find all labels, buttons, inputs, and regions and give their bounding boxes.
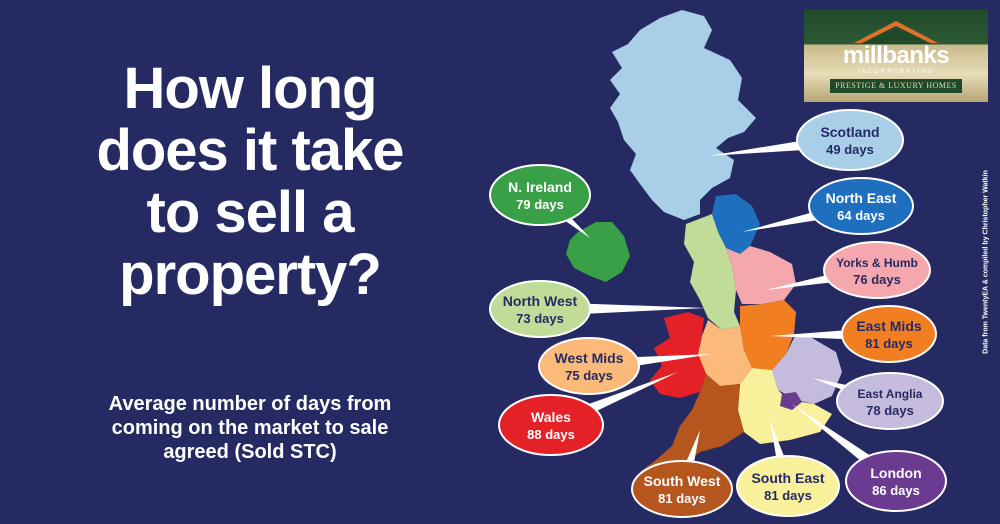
subtitle: Average number of days from coming on th… — [70, 392, 430, 464]
bubble-west-mids: West Mids 75 days — [538, 337, 640, 395]
bubble-scotland: Scotland 49 days — [796, 109, 904, 171]
region-wales — [650, 312, 706, 398]
region-days: 75 days — [565, 368, 613, 383]
bubble-wales: Wales 88 days — [498, 394, 604, 456]
bubble-east-mids: East Mids 81 days — [841, 305, 937, 363]
region-name: East Anglia — [858, 387, 923, 401]
bubble-yorks-humb: Yorks & Humb 76 days — [823, 241, 931, 299]
region-days: 78 days — [866, 403, 914, 418]
logo-incorporating: INCORPORATING — [857, 69, 935, 75]
bubble-shape — [823, 241, 931, 299]
bubble-shape — [736, 455, 840, 517]
bubble-south-east: South East 81 days — [736, 455, 840, 517]
bubble-london: London 86 days — [845, 450, 947, 512]
region-name: N. Ireland — [508, 179, 572, 195]
bubble-east-anglia: East Anglia 78 days — [836, 372, 944, 430]
logo-brand: millbanks — [842, 42, 950, 69]
logo-tagline: PRESTIGE & LUXURY HOMES — [830, 79, 962, 93]
region-days: 81 days — [865, 336, 913, 351]
region-name: East Mids — [856, 318, 922, 334]
bubble-shape — [808, 177, 914, 235]
bubble-shape — [489, 280, 591, 338]
bubble-north-east: North East 64 days — [808, 177, 914, 235]
region-scotland — [610, 10, 756, 220]
bubble-south-west: South West 81 days — [631, 460, 733, 518]
millbanks-logo: millbanks INCORPORATING PRESTIGE & LUXUR… — [804, 9, 988, 102]
region-days: 81 days — [764, 488, 812, 503]
region-london — [780, 392, 802, 410]
subtitle-line: Average number of days from — [108, 393, 392, 415]
region-days: 79 days — [516, 197, 564, 212]
region-name: North East — [826, 190, 897, 206]
region-name: Yorks & Humb — [836, 256, 918, 270]
region-days: 88 days — [527, 427, 575, 442]
region-name: North West — [503, 293, 578, 309]
region-n-ireland — [566, 222, 630, 282]
bubble-shape — [489, 164, 591, 226]
region-days: 76 days — [853, 272, 901, 287]
region-name: Wales — [531, 409, 571, 425]
headline: How long does it take to sell a property… — [40, 58, 460, 306]
region-north-east — [712, 194, 760, 254]
region-east-anglia — [772, 334, 842, 404]
region-days: 86 days — [872, 483, 920, 498]
subtitle-line: coming on the market to sale — [111, 417, 389, 439]
region-south-east — [738, 368, 832, 444]
region-bubbles: Scotland 49 days North East 64 days Yorks & … — [489, 109, 947, 518]
bubble-shape — [538, 337, 640, 395]
data-credit: Data from TwentyEA & compiled by Christo… — [982, 170, 990, 354]
region-yorks-humb — [726, 246, 796, 304]
bubble-north-west: North West 73 days — [489, 280, 591, 338]
bubble-shape — [845, 450, 947, 512]
bubble-shape — [796, 109, 904, 171]
region-days: 73 days — [516, 311, 564, 326]
headline-line: to sell a — [146, 180, 355, 245]
region-days: 81 days — [658, 491, 706, 506]
region-days: 49 days — [826, 142, 874, 157]
region-name: South East — [751, 470, 824, 486]
region-south-west — [640, 374, 744, 482]
bubble-shape — [498, 394, 604, 456]
region-days: 64 days — [837, 208, 885, 223]
bubble-shape — [631, 460, 733, 518]
region-name: Scotland — [820, 124, 879, 140]
region-east-mids — [740, 300, 796, 370]
headline-line: property? — [119, 242, 382, 307]
bubble-n-ireland: N. Ireland 79 days — [489, 164, 591, 226]
bubble-shape — [836, 372, 944, 430]
region-name: South West — [644, 473, 721, 489]
region-north-west — [684, 214, 740, 330]
bubble-shape — [841, 305, 937, 363]
subtitle-line: agreed (Sold STC) — [163, 441, 337, 463]
headline-line: does it take — [96, 118, 404, 183]
headline-line: How long — [123, 56, 378, 121]
region-name: West Mids — [555, 350, 624, 366]
region-west-mids — [698, 320, 752, 386]
region-name: London — [870, 465, 921, 481]
